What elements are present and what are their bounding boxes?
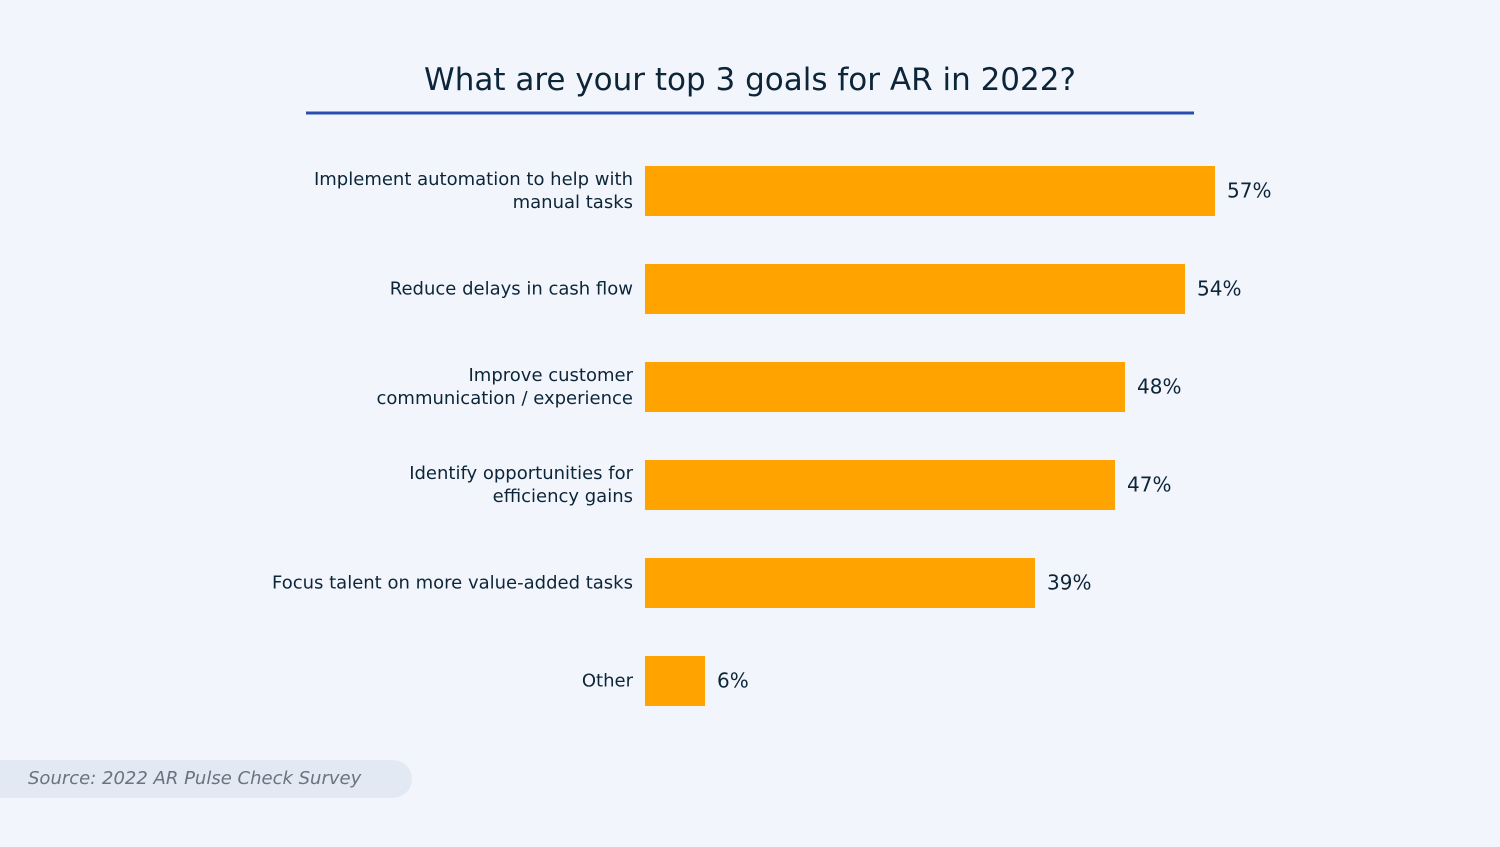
bar	[645, 558, 1035, 608]
chart-title: What are your top 3 goals for AR in 2022…	[424, 62, 1076, 98]
bar	[645, 166, 1215, 216]
bar	[645, 264, 1185, 314]
value-label: 47%	[1127, 473, 1171, 497]
category-label: Focus talent on more value-added tasks	[271, 572, 633, 594]
category-label: Reduce delays in cash flow	[389, 278, 633, 300]
category-label: Improve customer communication / experie…	[376, 365, 633, 409]
bar	[645, 460, 1115, 510]
category-label: Implement automation to help with manual…	[313, 169, 633, 213]
bar	[645, 656, 705, 706]
category-label: Identify opportunities for efficiency ga…	[409, 463, 633, 507]
value-label: 48%	[1137, 375, 1181, 399]
value-label: 6%	[717, 669, 749, 693]
value-label: 39%	[1047, 571, 1091, 595]
bar	[645, 362, 1125, 412]
category-label: Other	[581, 670, 633, 692]
value-label: 57%	[1227, 179, 1271, 203]
source-text: Source: 2022 AR Pulse Check Survey	[28, 768, 362, 789]
source-box: Source: 2022 AR Pulse Check Survey	[0, 760, 412, 798]
value-label: 54%	[1197, 277, 1241, 301]
